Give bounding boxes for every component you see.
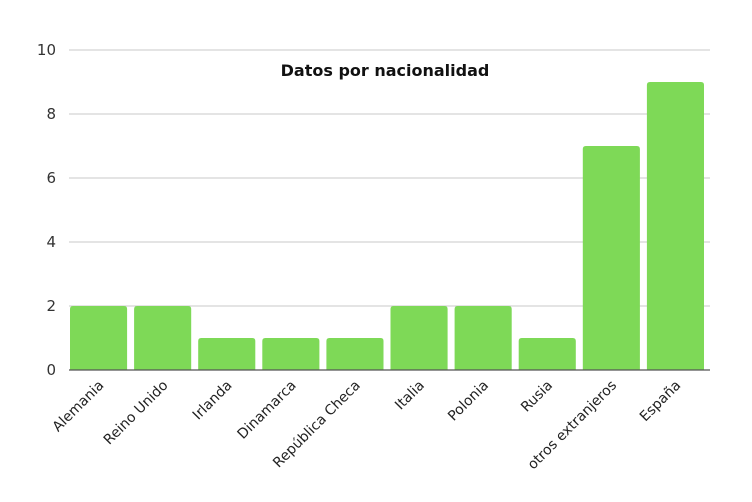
bar-españa — [646, 82, 704, 370]
x-tick-label: Dinamarca — [235, 378, 300, 443]
bar-república-checa — [326, 338, 384, 370]
y-tick-label: 0 — [46, 361, 56, 379]
y-tick-label: 6 — [46, 169, 56, 187]
bar-polonia — [454, 306, 512, 370]
bar-otros-extranjeros — [582, 146, 640, 370]
bar-rusia — [518, 338, 576, 370]
bar-reino-unido — [134, 306, 192, 370]
x-tick-label: Rusia — [518, 378, 556, 416]
x-tick-label: Reino Unido — [101, 378, 172, 449]
y-tick-label: 10 — [37, 41, 56, 59]
bar-italia — [390, 306, 448, 370]
x-tick-label: Polonia — [445, 378, 492, 425]
y-tick-label: 8 — [46, 105, 56, 123]
y-tick-label: 4 — [46, 233, 56, 251]
y-tick-label: 2 — [46, 297, 56, 315]
chart-title: Datos por nacionalidad — [281, 61, 490, 80]
bar-alemania — [70, 306, 128, 370]
bar-irlanda — [198, 338, 256, 370]
x-tick-label: Alemania — [50, 378, 108, 436]
bar-dinamarca — [262, 338, 320, 370]
bars — [70, 82, 704, 370]
y-axis-ticks: 0 2 4 6 8 10 — [37, 41, 56, 379]
x-tick-label: España — [637, 378, 684, 425]
x-tick-label: Italia — [392, 378, 428, 414]
x-tick-label: Irlanda — [190, 378, 236, 424]
